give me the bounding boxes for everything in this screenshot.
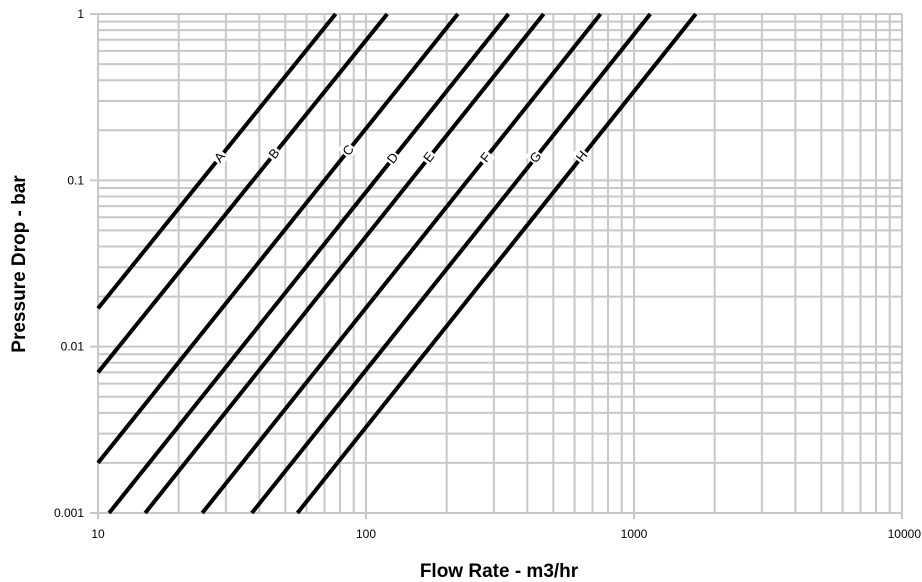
series-line-b bbox=[96, 12, 389, 374]
series-line-g bbox=[250, 12, 652, 515]
series-label-background bbox=[475, 147, 496, 167]
series-line-f bbox=[200, 12, 603, 515]
series-line-e bbox=[143, 12, 546, 515]
series-label-background bbox=[382, 148, 403, 168]
y-tick-label: 0.01 bbox=[61, 340, 85, 354]
x-tick-label: 10 bbox=[91, 527, 105, 541]
x-axis-title: Flow Rate - m3/hr bbox=[420, 561, 579, 582]
series-label-background bbox=[263, 143, 284, 163]
axis-ticks: 10 100 1000 10000 0.001 0.01 0.1 1 bbox=[54, 7, 921, 541]
x-tick-label: 1000 bbox=[621, 527, 648, 541]
y-axis-title: Pressure Drop - bar bbox=[9, 175, 30, 353]
series-label-background bbox=[337, 140, 358, 160]
series-label-background bbox=[209, 146, 230, 167]
x-tick-label: 100 bbox=[356, 527, 376, 541]
series-label-background bbox=[571, 146, 592, 166]
y-tick-label: 0.001 bbox=[54, 506, 84, 520]
y-tick-label: 0.1 bbox=[67, 173, 84, 187]
series-line-h bbox=[295, 12, 698, 515]
grid bbox=[97, 13, 903, 514]
x-tick-label: 10000 bbox=[888, 527, 922, 541]
series-line-d bbox=[107, 12, 510, 515]
y-tick-label: 1 bbox=[77, 7, 84, 21]
series-lines bbox=[96, 12, 698, 515]
series-label-background bbox=[524, 147, 545, 167]
series-label-background bbox=[418, 147, 439, 167]
series-line-c bbox=[96, 12, 460, 465]
